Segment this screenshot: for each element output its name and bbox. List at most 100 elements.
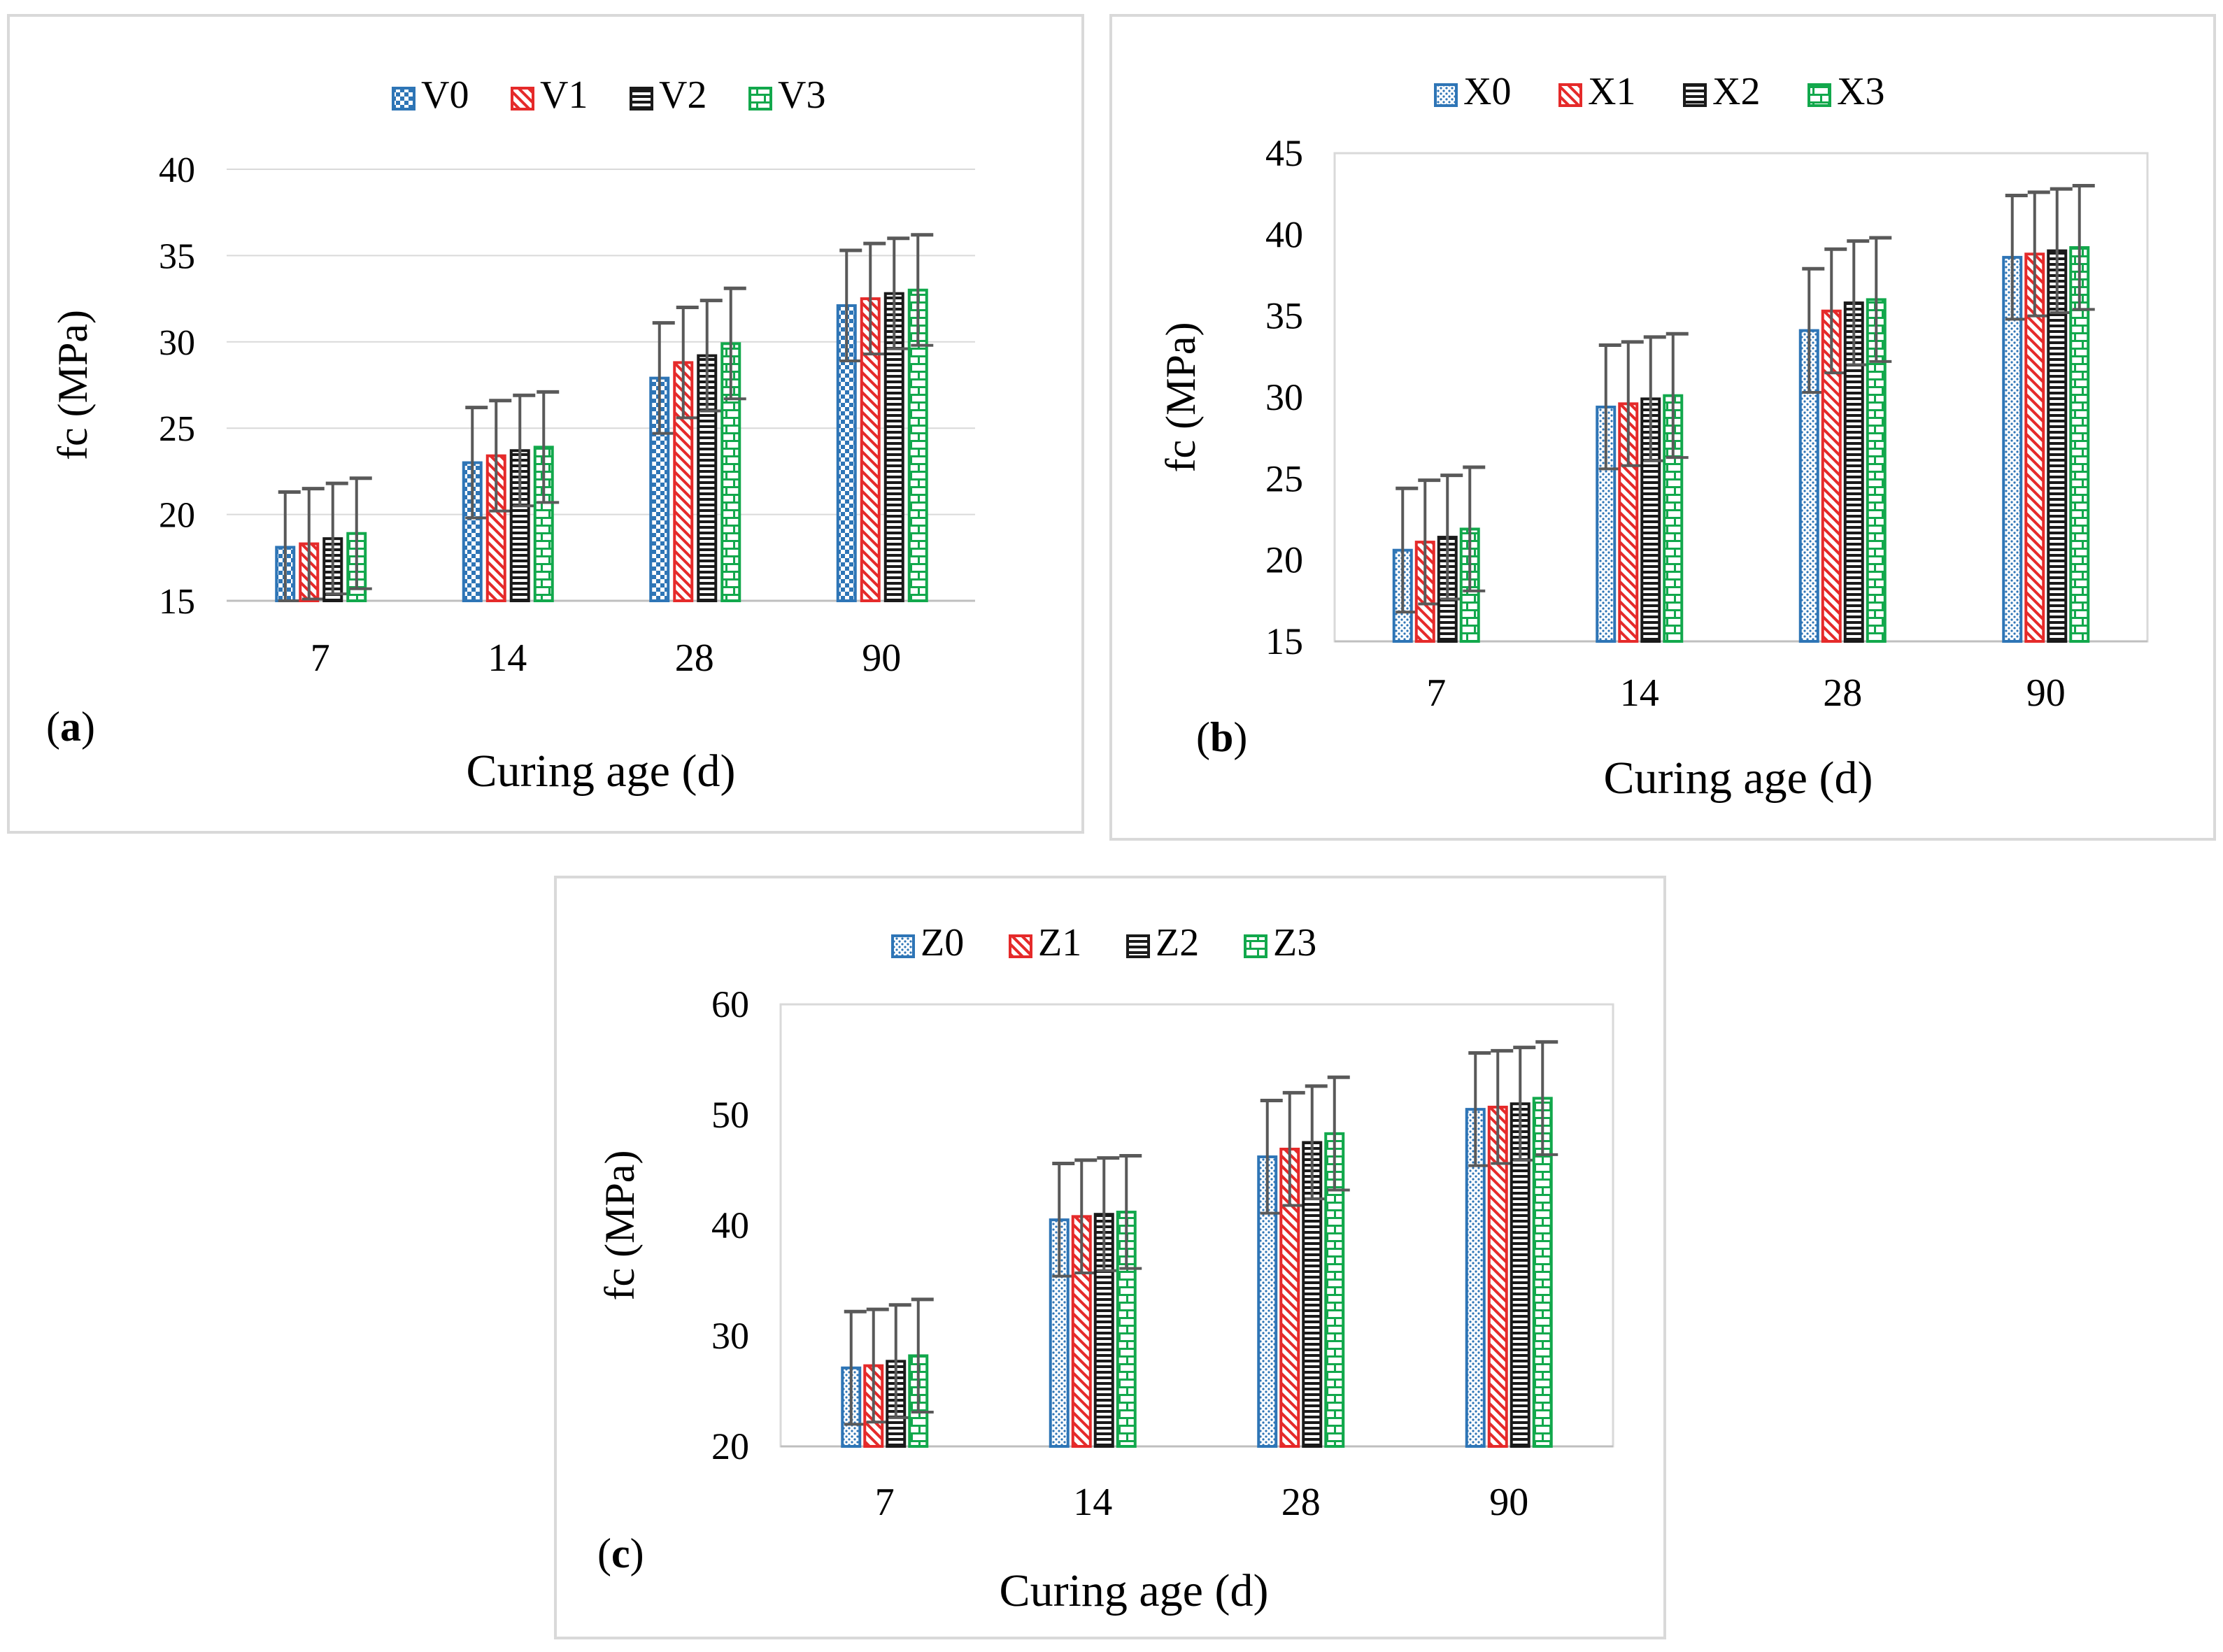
bar-X3-28 [1866,298,1887,643]
bar-Z3-90 [1532,1097,1553,1448]
legend-item-Z3: Z3 [1244,921,1316,964]
y-tick-label: 40 [711,1204,749,1246]
panel-label: (a) [46,704,95,750]
y-tick-label: 30 [711,1315,749,1357]
y-tick-label: 20 [711,1425,749,1467]
y-axis-label: fc (MPa) [1158,322,1204,473]
error-bar-V2-28 [699,299,723,413]
svg-text:V0: V0 [421,73,469,117]
error-bar-X0-14 [1598,343,1621,471]
x-tick-label: 90 [2026,671,2066,715]
error-bar-X3-14 [1666,332,1689,460]
y-tick-label: 20 [1265,539,1303,581]
bar-X3-90 [2069,245,2090,643]
error-bar-X0-90 [2005,193,2028,321]
y-tick-label: 20 [159,496,195,536]
legend-item-V3: V3 [748,73,825,117]
y-tick-label: 30 [159,323,195,363]
error-bar-Z2-90 [1513,1046,1536,1162]
error-bar-X1-7 [1418,478,1441,606]
legend-item-X0: X0 [1434,70,1511,113]
error-bar-Z0-7 [844,1309,867,1426]
legend-item-V2: V2 [630,73,706,117]
x-tick-label: 14 [488,636,527,680]
error-bar-V1-90 [863,241,886,356]
error-bar-X3-7 [1463,465,1486,592]
error-bar-Z3-7 [911,1297,934,1414]
x-tick-label: 28 [1823,671,1862,715]
bar-Z0-28 [1257,1155,1278,1448]
svg-text:X2: X2 [1712,70,1760,113]
error-bar-V0-28 [652,321,675,435]
error-bar-V2-14 [513,393,536,508]
error-bar-V0-14 [465,406,488,520]
x-tick-label: 14 [1620,671,1659,715]
error-bar-X2-7 [1440,473,1463,601]
y-tick-label: 40 [1265,213,1303,255]
error-bar-V1-7 [301,487,325,601]
x-tick-label: 14 [1073,1481,1112,1524]
y-tick-label: 25 [159,409,195,449]
error-bar-Z0-90 [1468,1051,1491,1167]
error-bar-V0-7 [278,490,301,602]
svg-text:Z1: Z1 [1038,921,1081,964]
bar-X1-14 [1618,402,1639,643]
x-tick-label: 28 [1281,1481,1321,1524]
error-bar-Z2-7 [888,1303,911,1419]
y-tick-label: 40 [159,150,195,190]
y-tick-label: 30 [1265,376,1303,418]
x-axis-label: Curing age (d) [467,746,736,797]
legend-item-Z1: Z1 [1009,921,1081,964]
error-bar-Z0-28 [1260,1098,1283,1215]
error-bar-X2-28 [1847,239,1870,366]
error-bar-Z1-7 [866,1307,889,1424]
error-bar-X0-28 [1802,266,1825,394]
y-tick-label: 35 [159,236,195,276]
panel-label: (c) [597,1530,644,1576]
x-tick-label: 28 [675,636,714,680]
x-tick-label: 7 [875,1481,895,1524]
svg-text:X3: X3 [1837,70,1884,113]
bar-V1-14 [485,454,506,602]
svg-text:Z2: Z2 [1156,921,1199,964]
chart-panel-a: 15 20 25 30 35 40 7 14 28 90 V0 V1 V2 V3 fc (MPa) Curin… [7,14,1084,834]
error-bar-X2-14 [1643,335,1666,462]
error-bar-X0-7 [1395,486,1419,614]
error-bar-Z0-14 [1052,1162,1075,1278]
x-tick-label: 90 [862,636,901,680]
legend-item-Z0: Z0 [891,921,964,964]
error-bar-Z1-14 [1074,1158,1098,1274]
y-tick-label: 25 [1265,457,1303,499]
y-tick-label: 60 [711,983,749,1025]
bar-X2-90 [2047,249,2068,643]
svg-text:X1: X1 [1588,70,1635,113]
bar-X0-90 [2002,255,2023,643]
svg-text:V2: V2 [659,73,706,117]
error-bar-V0-90 [839,248,862,362]
error-bar-X3-28 [1869,236,1892,363]
chart-b-svg: 15 20 25 30 35 40 45 7 14 28 90 X0 X1 X2 X3 fc (MPa) Cur… [1158,70,2149,804]
error-bar-V3-14 [537,390,560,504]
error-bar-V1-28 [676,305,699,420]
y-tick-label: 15 [159,582,195,622]
legend-item-X1: X1 [1558,70,1635,113]
x-tick-label: 90 [1489,1481,1528,1524]
x-axis-label: Curing age (d) [1604,753,1873,804]
chart-c-svg: 20 30 40 50 60 7 14 28 90 Z0 Z1 Z2 Z3 fc (MPa) Curing … [597,921,1614,1616]
bar-X2-28 [1843,301,1864,643]
svg-text:V1: V1 [540,73,588,117]
legend-item-X2: X2 [1683,70,1760,113]
error-bar-V2-7 [325,481,348,596]
error-bar-X1-14 [1621,340,1644,467]
svg-text:Z0: Z0 [921,921,964,964]
chart-panel-c: 20 30 40 50 60 7 14 28 90 Z0 Z1 Z2 Z3 fc (MPa) Curing … [554,876,1666,1639]
error-bar-Z2-14 [1097,1156,1120,1272]
error-bar-V2-90 [887,236,910,350]
chart-panel-b: 15 20 25 30 35 40 45 7 14 28 90 X0 X1 X2 X3 fc (MPa) Cur… [1109,14,2216,841]
y-tick-label: 50 [711,1094,749,1136]
error-bar-V1-14 [489,399,512,513]
x-axis-label: Curing age (d) [1000,1565,1269,1616]
error-bar-Z1-28 [1282,1090,1305,1207]
y-axis-label: fc (MPa) [597,1151,643,1301]
panel-label: (b) [1196,714,1247,760]
